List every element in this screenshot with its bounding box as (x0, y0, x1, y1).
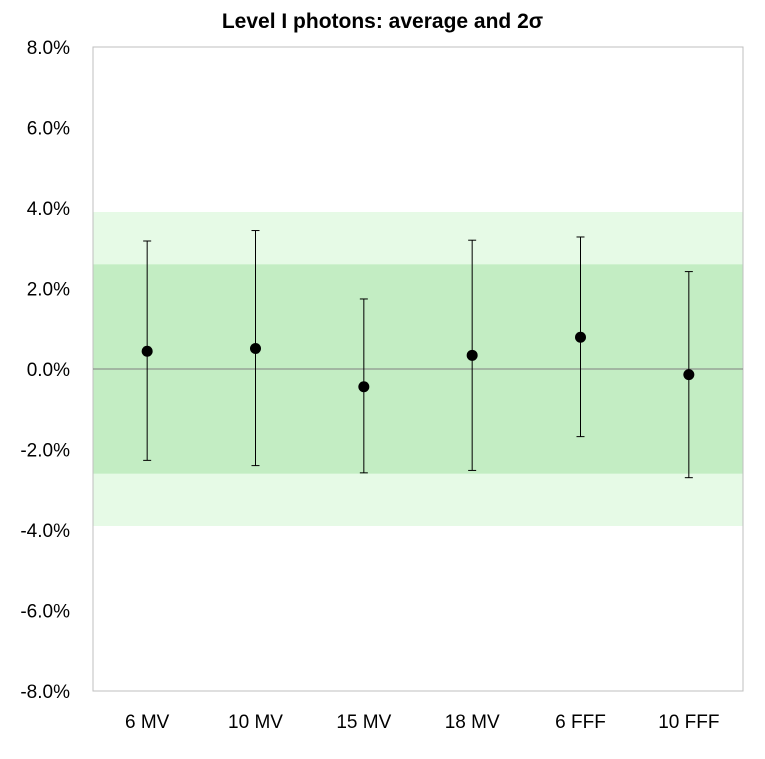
data-point (575, 331, 586, 343)
data-point (358, 381, 370, 393)
data-point (466, 349, 478, 361)
x-tick-label: 18 MV (445, 712, 500, 733)
data-point (683, 369, 695, 381)
y-tick-label: 4.0% (27, 199, 70, 220)
x-tick-label: 10 FFF (658, 712, 719, 733)
data-point (141, 345, 153, 357)
x-tick-label: 6 FFF (555, 712, 606, 733)
y-tick-label: 0.0% (27, 360, 70, 381)
chart-title: Level I photons: average and 2σ (221, 10, 544, 33)
x-tick-label: 10 MV (228, 712, 283, 733)
x-tick-label: 6 MV (125, 712, 170, 733)
y-tick-label: -6.0% (20, 602, 70, 623)
y-tick-label: -2.0% (20, 441, 70, 462)
y-tick-label: -8.0% (20, 682, 70, 703)
y-tick-label: 2.0% (27, 280, 70, 301)
y-tick-label: -4.0% (20, 521, 70, 542)
y-tick-label: 6.0% (27, 119, 70, 140)
data-point (250, 342, 261, 354)
y-tick-label: 8.0% (27, 38, 70, 59)
x-tick-label: 15 MV (336, 712, 391, 733)
